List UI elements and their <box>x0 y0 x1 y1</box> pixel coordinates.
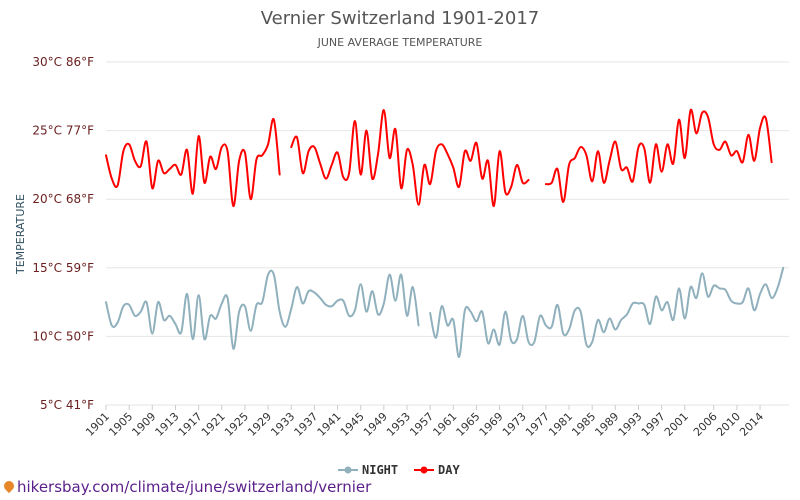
series-line-day <box>105 117 281 208</box>
x-tick-label: 1945 <box>338 410 367 439</box>
x-tick-label: 1965 <box>454 410 483 439</box>
x-tick-label: 1993 <box>616 410 645 439</box>
legend-item-night[interactable]: NIGHT <box>338 463 398 477</box>
legend-label: DAY <box>438 463 460 477</box>
legend-swatch-dot <box>344 466 352 474</box>
footer-url[interactable]: hikersbay.com/climate/june/switzerland/v… <box>17 478 372 496</box>
series-line-day <box>544 108 773 203</box>
x-tick-label: 1973 <box>500 410 529 439</box>
series-night <box>105 266 785 358</box>
y-axis-ticks: 5°C 41°F 10°C 50°F 15°C 59°F 20°C 68°F 25°C … <box>32 55 94 412</box>
y-tick-label: 10°C 50°F <box>32 329 94 343</box>
x-tick-label: 1925 <box>222 410 251 439</box>
legend[interactable]: NIGHT DAY <box>338 463 460 477</box>
series-line-day <box>290 109 530 208</box>
x-tick-label: 1997 <box>639 410 668 439</box>
legend-label: NIGHT <box>362 463 398 477</box>
chart-title: Vernier Switzerland 1901-2017 <box>261 8 540 29</box>
chart-subtitle: JUNE AVERAGE TEMPERATURE <box>317 36 483 49</box>
x-tick-label: 1941 <box>315 410 344 439</box>
x-tick-label: 2001 <box>662 410 691 439</box>
x-tick-label: 1989 <box>592 410 621 439</box>
x-tick-label: 2010 <box>714 410 743 439</box>
x-tick-label: 1917 <box>176 410 205 439</box>
x-tick-label: 1977 <box>523 410 552 439</box>
x-tick-label: 1921 <box>199 410 228 439</box>
legend-swatch-dot <box>420 466 428 474</box>
x-tick-label: 1961 <box>430 410 459 439</box>
grid <box>106 61 789 406</box>
x-tick-label: 2014 <box>737 410 766 439</box>
y-tick-label: 15°C 59°F <box>32 261 94 275</box>
x-tick-label: 2006 <box>691 410 720 439</box>
x-tick-label: 1933 <box>268 410 297 439</box>
x-tick-label: 1913 <box>153 410 182 439</box>
y-axis-label: TEMPERATURE <box>14 194 27 275</box>
y-tick-label: 20°C 68°F <box>32 192 94 206</box>
legend-item-day[interactable]: DAY <box>414 463 460 477</box>
x-axis-ticks: 1901190519091913191719211925192919331937… <box>83 405 766 439</box>
x-tick-label: 1929 <box>245 410 274 439</box>
x-tick-label: 1937 <box>292 410 321 439</box>
x-tick-label: 1985 <box>569 410 598 439</box>
x-tick-label: 1953 <box>384 410 413 439</box>
y-tick-label: 5°C 41°F <box>40 398 94 412</box>
series-line-night <box>105 269 420 350</box>
y-tick-label: 30°C 86°F <box>32 55 94 69</box>
x-tick-label: 1969 <box>477 410 506 439</box>
series-line-night <box>429 266 785 358</box>
x-tick-label: 1905 <box>106 410 135 439</box>
x-tick-label: 1957 <box>407 410 436 439</box>
x-tick-label: 1901 <box>83 410 112 439</box>
series <box>105 108 785 358</box>
y-tick-label: 25°C 77°F <box>32 124 94 138</box>
x-tick-label: 1949 <box>361 410 390 439</box>
series-day <box>105 108 773 208</box>
location-pin-icon <box>1 478 17 494</box>
x-tick-label: 1981 <box>546 410 575 439</box>
footer-link[interactable]: hikersbay.com/climate/june/switzerland/v… <box>1 478 372 496</box>
x-tick-label: 1909 <box>129 410 158 439</box>
